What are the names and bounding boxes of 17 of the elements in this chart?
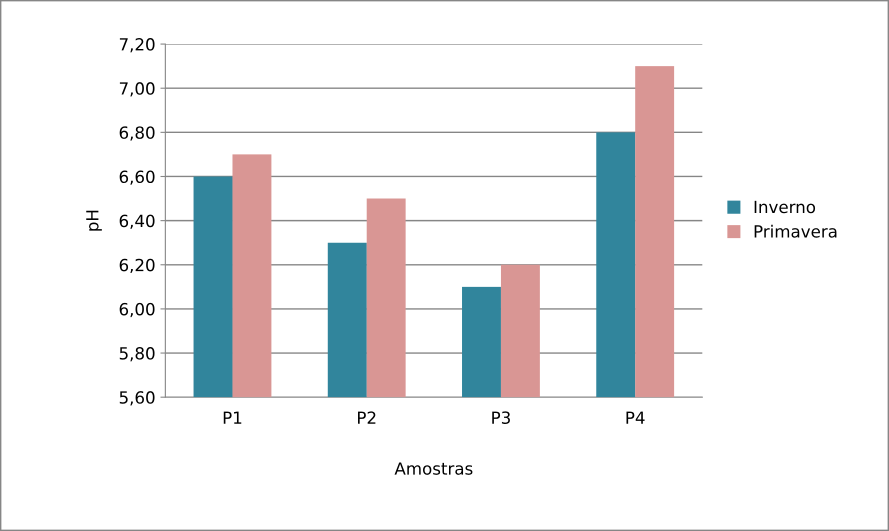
- y-tick-label: 7,20: [120, 38, 155, 52]
- y-tick-label: 6,80: [120, 126, 155, 141]
- y-tick-label: 6,00: [120, 302, 155, 318]
- x-tick-label: P1: [224, 412, 242, 424]
- y-tick-label: 6,20: [120, 258, 155, 274]
- y-tick-label: 7,00: [120, 82, 155, 96]
- y-tick-label: 5,60: [120, 391, 155, 406]
- x-tick-label: P2: [358, 411, 376, 424]
- y-axis-title: pH: [86, 210, 102, 231]
- y-tick-label: 6,60: [120, 170, 155, 185]
- legend-label: Inverno: [754, 200, 816, 214]
- x-axis-title: Amostras: [394, 462, 472, 475]
- legend-label: Primavera: [754, 224, 836, 238]
- y-tick-label: 6,40: [120, 214, 155, 229]
- x-tick-label: P4: [626, 412, 645, 424]
- y-tick-label: 5,80: [120, 347, 155, 362]
- x-tick-label: P3: [492, 411, 510, 424]
